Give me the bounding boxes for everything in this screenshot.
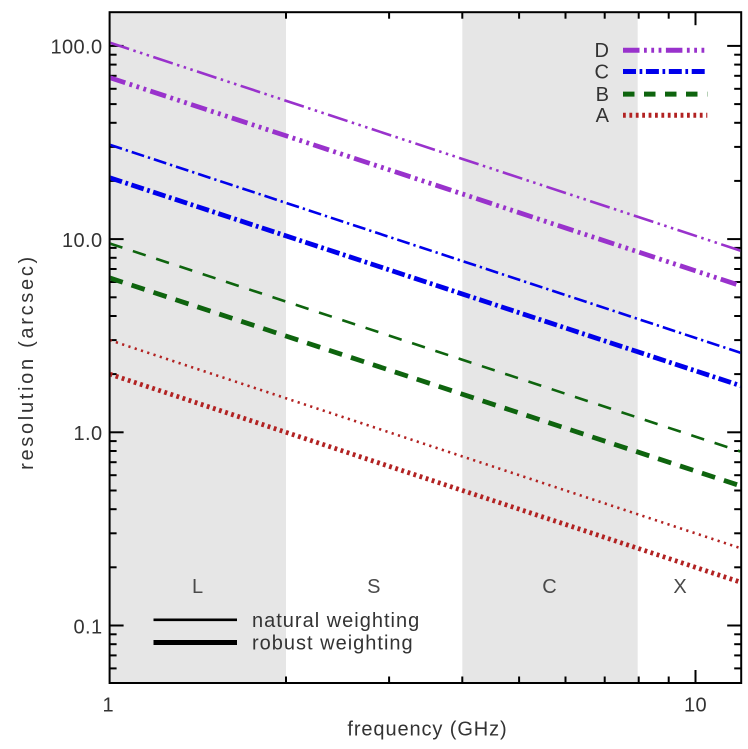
svg-text:C: C xyxy=(595,61,609,83)
svg-text:L: L xyxy=(192,576,203,598)
svg-text:B: B xyxy=(596,84,609,106)
svg-text:C: C xyxy=(542,576,556,598)
svg-text:10: 10 xyxy=(684,695,707,717)
svg-text:frequency (GHz): frequency (GHz) xyxy=(347,719,507,741)
svg-text:X: X xyxy=(673,576,686,598)
svg-text:natural weighting: natural weighting xyxy=(252,610,420,632)
svg-text:10.0: 10.0 xyxy=(62,230,103,252)
svg-text:robust weighting: robust weighting xyxy=(252,633,414,655)
svg-text:A: A xyxy=(596,105,610,127)
svg-text:resolution (arcsec): resolution (arcsec) xyxy=(16,254,38,470)
svg-text:100.0: 100.0 xyxy=(50,37,102,59)
svg-text:S: S xyxy=(367,576,380,598)
svg-text:1: 1 xyxy=(102,695,113,717)
svg-text:1.0: 1.0 xyxy=(73,423,102,445)
svg-text:D: D xyxy=(595,40,609,62)
svg-text:0.1: 0.1 xyxy=(73,616,102,638)
